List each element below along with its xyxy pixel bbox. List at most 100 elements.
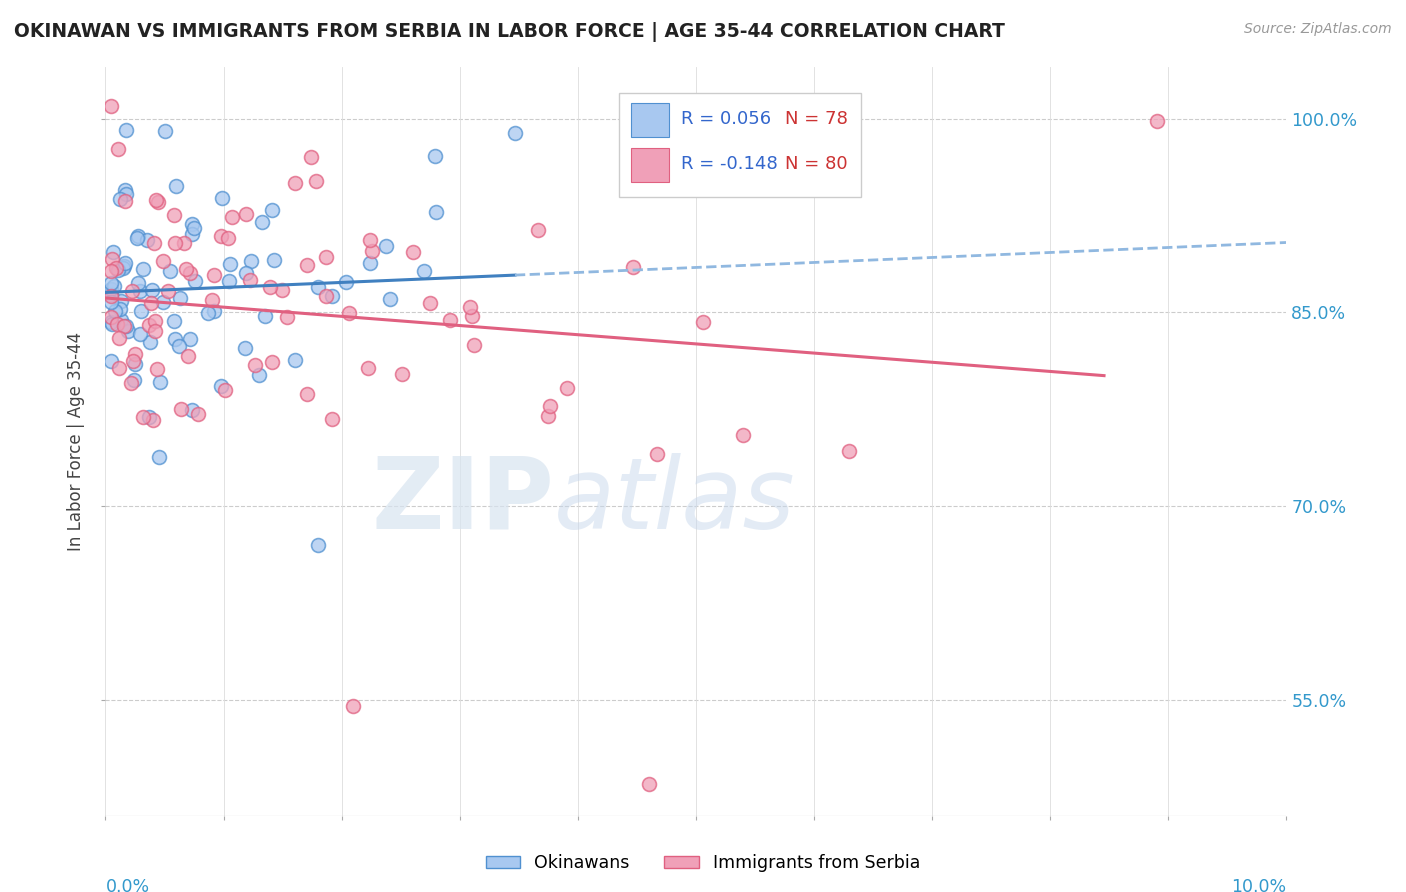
Point	[260, 355, 283, 369]
Point	[100, 287, 122, 301]
Point	[297, 258, 319, 272]
Point	[731, 428, 754, 442]
Point	[128, 284, 150, 298]
Point	[838, 444, 860, 458]
Point	[375, 239, 398, 253]
Point	[335, 276, 357, 290]
Point	[202, 268, 225, 282]
Point	[163, 332, 186, 346]
Point	[159, 263, 181, 277]
Point	[315, 250, 337, 264]
Point	[108, 301, 131, 316]
Point	[645, 447, 668, 461]
Point	[359, 233, 381, 247]
Text: N = 78: N = 78	[785, 111, 848, 128]
Point	[122, 354, 145, 368]
Point	[145, 193, 167, 207]
Text: Source: ZipAtlas.com: Source: ZipAtlas.com	[1244, 22, 1392, 37]
Point	[108, 361, 131, 376]
Point	[149, 376, 172, 390]
Point	[162, 209, 184, 223]
Point	[110, 294, 132, 309]
Point	[138, 409, 160, 424]
Point	[360, 244, 382, 259]
Point	[179, 266, 201, 280]
Point	[247, 368, 270, 382]
Point	[112, 259, 135, 273]
Text: 10.0%: 10.0%	[1232, 879, 1286, 892]
Point	[270, 283, 292, 297]
Point	[120, 376, 142, 391]
Point	[621, 260, 644, 274]
Point	[555, 381, 578, 395]
Point	[180, 403, 202, 417]
Point	[136, 233, 159, 247]
Point	[217, 230, 239, 244]
Point	[110, 313, 132, 327]
Point	[284, 352, 307, 367]
Point	[356, 360, 378, 375]
Point	[114, 194, 136, 209]
Point	[419, 296, 441, 310]
Point	[163, 235, 186, 250]
Point	[114, 183, 136, 197]
Point	[439, 313, 461, 327]
Point	[100, 98, 122, 112]
Point	[181, 227, 204, 242]
Point	[104, 303, 127, 318]
Point	[115, 186, 138, 201]
Point	[170, 401, 193, 416]
Point	[321, 289, 343, 303]
Point	[299, 150, 322, 164]
Point	[297, 387, 319, 401]
Point	[214, 383, 236, 397]
Point	[177, 349, 200, 363]
Point	[179, 332, 201, 346]
Point	[425, 148, 447, 162]
Point	[402, 245, 425, 260]
Point	[174, 261, 197, 276]
Point	[145, 324, 167, 338]
Point	[263, 253, 285, 268]
Point	[100, 263, 122, 277]
Point	[239, 254, 262, 268]
Point	[305, 174, 328, 188]
Point	[254, 310, 277, 324]
Point	[143, 314, 166, 328]
Point	[100, 310, 122, 324]
Point	[100, 315, 122, 329]
Point	[153, 124, 176, 138]
Point	[100, 354, 122, 368]
Text: ZIP: ZIP	[371, 453, 554, 550]
Point	[163, 314, 186, 328]
Point	[142, 235, 165, 250]
Point	[127, 276, 149, 290]
Text: atlas: atlas	[554, 453, 796, 550]
Point	[238, 273, 260, 287]
Text: 0.0%: 0.0%	[105, 879, 149, 892]
Point	[108, 192, 131, 206]
Point	[233, 342, 256, 356]
Point	[1146, 114, 1168, 128]
Point	[169, 339, 191, 353]
Point	[378, 292, 401, 306]
Point	[114, 256, 136, 270]
Point	[425, 205, 447, 219]
Point	[105, 260, 128, 275]
Point	[235, 266, 257, 280]
Point	[157, 284, 180, 298]
Y-axis label: In Labor Force | Age 35-44: In Labor Force | Age 35-44	[67, 332, 86, 551]
Point	[129, 303, 152, 318]
Point	[128, 326, 150, 341]
Point	[503, 126, 526, 140]
FancyBboxPatch shape	[619, 93, 862, 196]
Point	[183, 220, 205, 235]
Point	[538, 399, 561, 413]
Point	[461, 309, 484, 323]
Point	[142, 412, 165, 426]
Point	[115, 318, 138, 333]
Point	[146, 195, 169, 210]
Point	[197, 306, 219, 320]
Point	[152, 295, 174, 310]
Point	[218, 274, 240, 288]
